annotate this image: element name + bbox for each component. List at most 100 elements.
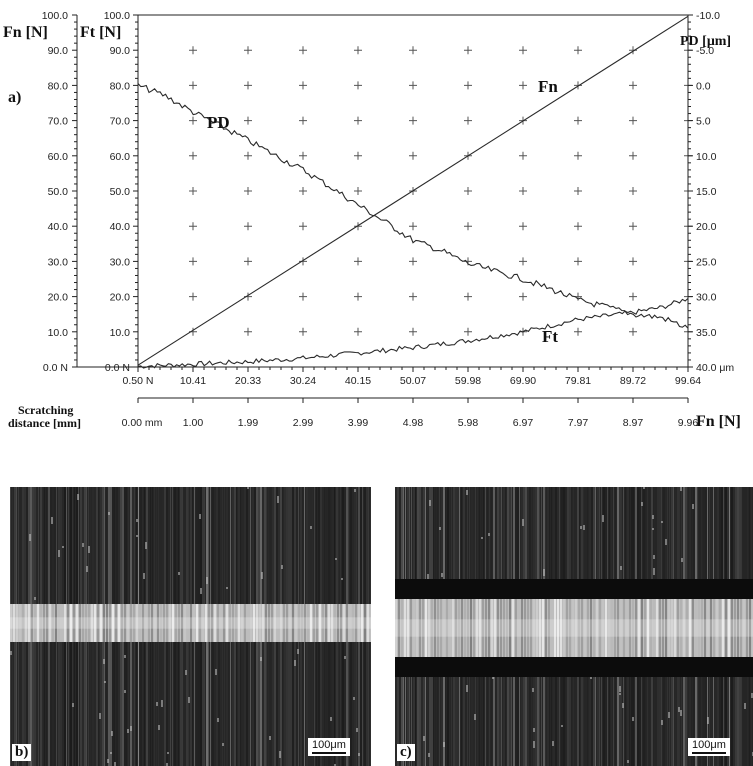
- x-distance-tick-label: 8.97: [623, 417, 644, 429]
- grid-plus: [354, 292, 362, 301]
- grid-plus: [629, 151, 637, 160]
- grid-plus: [189, 222, 197, 231]
- ft-axis-title: Ft [N]: [80, 24, 121, 41]
- ft-tick-label: 70.0: [110, 116, 131, 128]
- grid-plus: [519, 187, 527, 195]
- fn-tick-label: 70.0: [48, 116, 69, 128]
- micrograph-b: [10, 487, 371, 766]
- grid-plus: [299, 257, 307, 266]
- x-fn-tick-label: 20.33: [235, 375, 261, 387]
- pd-tick-label: 30.0: [696, 292, 717, 304]
- grid-plus: [464, 222, 472, 231]
- pd-axis-title: PD [μm]: [680, 34, 731, 49]
- grid-plus: [519, 46, 527, 55]
- grid-plus: [629, 327, 637, 336]
- grid-plus: [464, 116, 472, 125]
- x-distance-tick-label: 0.00 mm: [122, 417, 163, 429]
- series-line-fn: [137, 15, 689, 366]
- fn-tick-label: 30.0: [48, 256, 69, 268]
- fn-tick-label: 100.0: [42, 10, 68, 22]
- x-distance-tick-label: 3.99: [348, 417, 369, 429]
- grid-plus: [574, 116, 582, 125]
- grid-plus: [574, 81, 582, 90]
- grid-plus: [409, 151, 417, 160]
- x-distance-tick-label: 6.97: [513, 417, 534, 429]
- fn-tick-label: 90.0: [48, 45, 69, 57]
- micrograph-c: [395, 487, 753, 766]
- x-fn-tick-label: 89.72: [620, 375, 646, 387]
- ft-tick-label: 60.0: [110, 151, 131, 163]
- pd-tick-label: 20.0: [696, 221, 717, 233]
- grid-plus: [629, 116, 637, 125]
- ft-tick-label: 40.0: [110, 221, 131, 233]
- grid-plus: [409, 292, 417, 301]
- ft-tick-label: 100.0: [104, 10, 130, 22]
- grid-plus: [519, 257, 527, 266]
- ft-tick-label: 80.0: [110, 80, 131, 92]
- series-label-fn: Fn: [538, 77, 558, 96]
- pd-tick-label: 0.0: [696, 80, 711, 92]
- grid-plus: [299, 327, 307, 336]
- grid-plus: [189, 151, 197, 160]
- x-distance-tick-label: 9.96: [678, 417, 699, 429]
- grid-plus: [244, 257, 252, 266]
- ft-tick-label: 50.0: [110, 186, 131, 198]
- grid-plus: [244, 81, 252, 90]
- grid-plus: [189, 257, 197, 266]
- series-label-ft: Ft: [542, 327, 558, 346]
- x-fn-axis-title: Fn [N]: [696, 413, 741, 430]
- x-fn-tick-label: 30.24: [290, 375, 316, 387]
- pd-tick-label: 15.0: [696, 186, 717, 198]
- grid-plus: [354, 46, 362, 55]
- fn-tick-label: 60.0: [48, 151, 69, 163]
- x-distance-tick-label: 5.98: [458, 417, 479, 429]
- ft-tick-label: 90.0: [110, 45, 131, 57]
- x-fn-tick-label: 99.64: [675, 375, 701, 387]
- grid-plus: [244, 187, 252, 195]
- fn-tick-label: 10.0: [48, 327, 69, 339]
- pd-tick-label: 10.0: [696, 151, 717, 163]
- ft-tick-label: 0.0 N: [105, 362, 130, 374]
- fn-tick-label: 0.0 N: [43, 362, 68, 374]
- grid-plus: [629, 81, 637, 90]
- grid-plus: [519, 292, 527, 301]
- panel-a-label: a): [8, 89, 21, 106]
- grid-plus: [354, 116, 362, 125]
- pd-tick-label: -5.0: [696, 45, 714, 57]
- grid-plus: [574, 151, 582, 160]
- grid-plus: [464, 327, 472, 336]
- grid-plus: [409, 327, 417, 336]
- grid-plus: [574, 257, 582, 266]
- grid-plus: [299, 222, 307, 231]
- grid-plus: [464, 292, 472, 301]
- grid-plus: [629, 46, 637, 55]
- x-distance-tick-label: 2.99: [293, 417, 314, 429]
- series-label-pd: PD: [207, 113, 230, 132]
- grid-plus: [409, 46, 417, 55]
- grid-plus: [244, 116, 252, 125]
- grid-plus: [409, 257, 417, 266]
- grid-plus: [354, 81, 362, 90]
- grid-plus: [299, 187, 307, 195]
- scalebar-b: 100μm: [308, 738, 350, 756]
- fn-tick-label: 80.0: [48, 80, 69, 92]
- pd-tick-label: 5.0: [696, 116, 711, 128]
- series-lines: [137, 15, 689, 369]
- x-fn-tick-label: 40.15: [345, 375, 371, 387]
- fn-tick-label: 20.0: [48, 292, 69, 304]
- x-distance-tick-label: 4.98: [403, 417, 424, 429]
- grid-plus: [244, 46, 252, 55]
- x-fn-tick-label: 10.41: [180, 375, 206, 387]
- grid-plus: [299, 81, 307, 90]
- grid-plus: [409, 222, 417, 231]
- axes: [72, 14, 693, 403]
- series-line-pd: [137, 83, 689, 329]
- grid-plus: [354, 327, 362, 336]
- grid-plus: [464, 187, 472, 195]
- fn-tick-label: 50.0: [48, 186, 69, 198]
- grid-plus: [189, 187, 197, 195]
- grid-plus: [464, 46, 472, 55]
- ft-tick-label: 20.0: [110, 292, 131, 304]
- panel-c-label: c): [397, 744, 415, 761]
- scalebar-c: 100μm: [688, 738, 730, 756]
